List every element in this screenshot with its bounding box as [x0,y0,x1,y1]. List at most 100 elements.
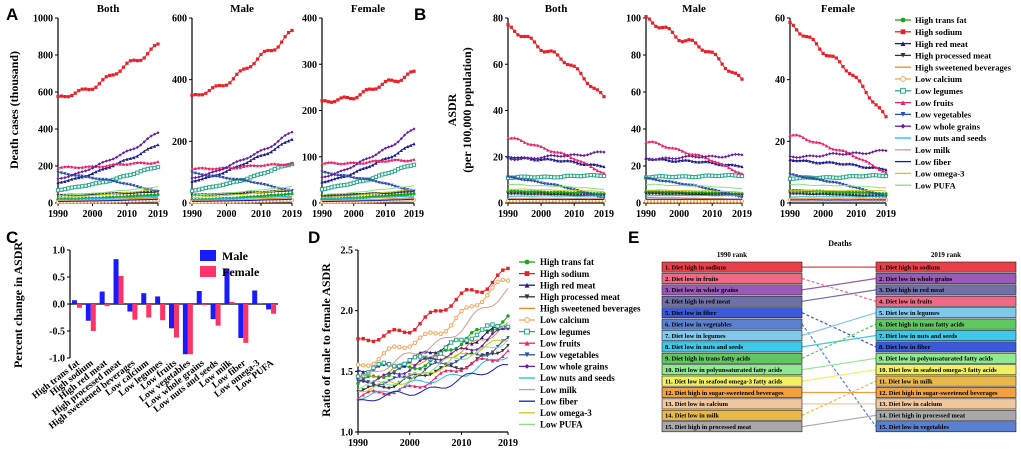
panel-d-series-low-fruits-point [376,390,381,394]
panel-d-series-low-fruits-point [480,356,484,361]
panel-a-male-series-low-whole-grains-point [273,142,277,146]
legend-d-item-low-legumes: Low legumes [519,327,591,337]
panel-a-female-series-low-fruits-point [377,159,381,163]
panel-b-female-series-high-sodium-point [811,37,815,42]
panel-a-both-series-low-fruits-point [142,161,146,165]
panel-b-both-series-low-fruits-point [579,159,583,163]
panel-b-male-series-high-processed-meat-point [684,192,688,196]
panel-a-male-series-low-whole-grains [190,130,294,180]
panel-d-series-low-whole-grains-point [501,327,505,331]
panel-b-both-series-low-vegetables-point [506,175,510,179]
panel-b-male-series-low-vegetables-point [740,195,744,199]
panel-a-both-series-low-legumes-point [142,167,147,172]
panel-b-female-series-high-red-meat-point [824,160,829,164]
panel-a-both-series-high-red-meat-point [56,180,60,185]
panel-e-rank-box [875,364,1017,376]
panel-b-both-series-low-whole-grains-point [519,157,523,161]
panel-a-female-series-low-fiber-line [322,198,415,203]
panel-b-female-series-high-processed-meat-point [861,194,865,198]
panel-a-female-series-high-red-meat-point [329,178,334,182]
panel-a-male-series-high-red-meat-point [238,163,242,167]
panel-b-female-series-high-sodium-point [867,96,872,100]
panel-b-male-series-low-legumes-point [663,174,668,179]
legend-b-item-low-calcium: Low calcium [895,74,963,84]
panel-b-female-series-low-legumes-point [821,175,826,180]
panel-d-series-low-vegetables [356,336,510,387]
panel-b-both-ytick-label: 60 [493,60,503,71]
panel-a-male-series-high-trans-fat-point [290,192,294,196]
panel-b-male-series-high-sodium-point [651,21,655,25]
panel-a-male-series-high-sodium [190,28,294,97]
panel-b-male-series-high-processed-meat-point [694,192,698,197]
panel-a-female-series-high-red-meat-point [374,161,378,165]
panel-a-both-series-low-whole-grains-point [128,148,133,152]
panel-b-female-series-low-vegetables-point [811,176,815,181]
panel-b-male-series-low-legumes-point [680,174,685,179]
panel-a-female-series-high-processed-meat-point [336,194,340,198]
panel-a-female-series-low-whole-grains-point [348,166,353,170]
panel-b-male-series-low-fruits-point [730,167,734,172]
panel-b-male-series-low-fruits-point [674,146,678,150]
panel-b-female-series-high-trans-fat-point [851,190,855,195]
panel-a-female-series-low-vegetables-point [390,183,394,187]
panel-b-both-series-low-whole-grains-point [539,156,543,160]
panel-b-female-series-low-fruits-point [871,163,875,167]
panel-a-female-series-high-sodium-point [333,100,337,104]
panel-a-both-series-low-whole-grains-point [94,164,98,168]
panel-a-both-series-low-legumes-point [124,173,130,178]
panel-a-both-series-high-sodium-point [128,59,133,63]
panel-b-male-series-low-whole-grains-point [737,152,741,157]
panel-a-female-series-low-fruits-point [320,162,324,166]
panel-b-female-ytick-label: 40 [775,75,785,86]
panel-b-both-series-high-processed-meat-point [532,192,537,196]
panel-a-both-series-low-vegetables-point [80,174,84,178]
panel-b-both-series-high-red-meat-point [559,159,563,163]
panel-a-male-series-low-fruits-point [238,165,242,169]
panel-a-female-series-low-whole-grains-point [402,133,407,137]
panel-b-both-series-low-whole-grains-point [532,156,537,161]
panel-b-female-series-low-vegetables-point [854,186,858,190]
panel-a-both-series-low-legumes-point [117,175,123,180]
panel-a-female-series-low-fruits-point [367,160,372,164]
panel-a-both-series-high-sodium-point [90,87,95,91]
panel-b-both-series-low-whole-grains [506,150,606,162]
panel-d-series-low-whole-grains-point [387,371,391,375]
panel-b-female-series-high-trans-fat-point [854,190,858,195]
panel-a-male-series-low-fruits-point [231,166,235,170]
panel-a-both-xtick-label: 2010 [117,209,137,220]
panel-b-male-series-low-fruits-point [727,165,731,170]
panel-b-male-series-high-sodium-point [727,69,731,73]
panel-b-female-series-low-vegetables-point [804,176,809,180]
panel-b-male-series-low-whole-grains-point [660,156,665,160]
panel-a-male-series-high-red-meat-point [245,160,249,165]
panel-e-rank-label: 10. Diet low in polyunsaturated fatty ac… [665,367,783,374]
panel-b-male-series-low-pufa [645,183,742,189]
panel-d-series-low-whole-grains-point [485,338,490,342]
panel-e-rank-box [661,409,803,421]
panel-a-female-title: Female [351,3,385,15]
panel-e-rank-box [661,261,803,273]
panel-b-male-series-low-whole-grains-point [657,157,661,161]
panel-a-female-series-low-whole-grains [320,127,416,179]
panel-b-male-series-high-sodium-point [694,41,698,45]
panel-a-female-series-low-whole-grains-point [383,146,388,150]
panel-b-female-series-high-sodium-point [881,110,885,114]
legend-b-swatch-marker [900,53,906,58]
panel-b-both-series-low-fruits-point [522,140,527,144]
panel-e-rank-box [875,352,1017,364]
panel-b-male-series-high-processed-meat-point [660,192,665,196]
panel-d-series-low-legumes-point [397,363,402,369]
panel-b-female-series-low-legumes-point [854,174,859,179]
panel-a-female-series-low-vegetables-point [402,187,407,191]
panel-b-both-series-low-fruits-point [582,160,586,165]
panel-b-male-series-high-processed-meat-point [647,192,651,196]
panel-b-male-series-high-processed-meat-point [720,193,724,197]
panel-a-male-series-high-processed-meat-point [242,191,246,195]
panel-b-female-series-low-vegetables-point [791,173,795,177]
panel-d-series-low-fruits-point [470,361,474,365]
panel-b-both-series-low-pufa [507,183,604,190]
panel-a-both-ytick-label: 600 [38,88,53,99]
panel-c-bar-female-low-fiber [243,304,249,343]
panel-b-female-series-low-vegetables [788,172,888,199]
